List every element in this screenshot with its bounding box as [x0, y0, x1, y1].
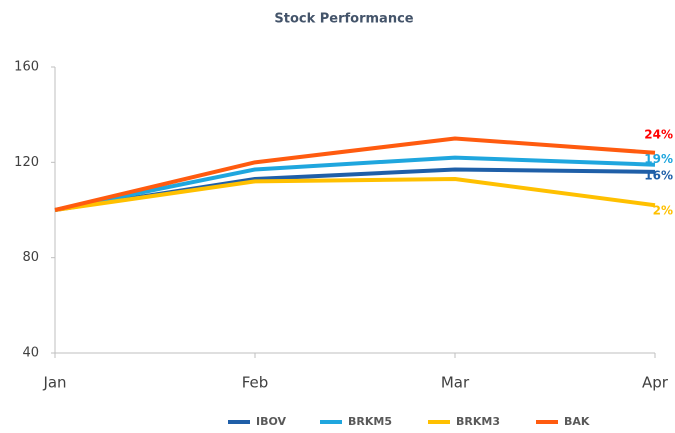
- line-series: [54, 155, 656, 212]
- x-tick-label: Feb: [242, 374, 269, 392]
- legend-label: BRKM3: [456, 415, 500, 428]
- end-label: 19%: [644, 152, 673, 166]
- end-label: 24%: [644, 127, 673, 141]
- end-label: 2%: [653, 204, 673, 218]
- y-tick-label: 120: [14, 155, 39, 170]
- line-series: [54, 136, 656, 212]
- line-series: [54, 177, 656, 212]
- end-label: 16%: [644, 168, 673, 182]
- legend-label: IBOV: [256, 415, 287, 428]
- y-tick-label: 160: [14, 60, 39, 75]
- legend-label: BAK: [564, 415, 590, 428]
- x-tick-label: Mar: [441, 374, 470, 392]
- chart-title: Stock Performance: [274, 12, 413, 27]
- legend-label: BRKM5: [348, 415, 392, 428]
- y-tick-label: 40: [22, 346, 39, 361]
- x-tick-label: Jan: [42, 374, 66, 392]
- y-tick-label: 80: [22, 250, 39, 265]
- x-tick-label: Apr: [642, 374, 669, 392]
